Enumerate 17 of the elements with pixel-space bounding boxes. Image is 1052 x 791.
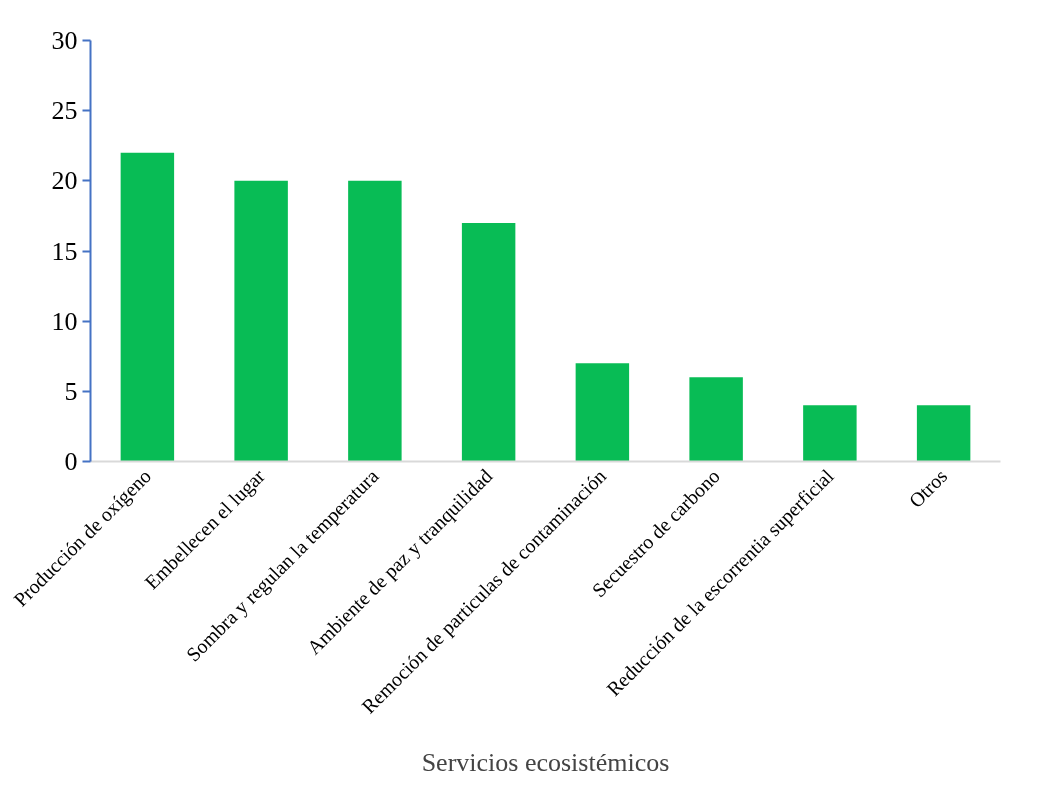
y-tick-label: 20 bbox=[51, 166, 78, 196]
y-tick-label: 15 bbox=[51, 236, 78, 266]
bar bbox=[689, 377, 743, 462]
y-tick-label: 30 bbox=[51, 26, 78, 55]
bar bbox=[916, 405, 971, 462]
x-axis-title: Servicios ecosistémicos bbox=[421, 748, 670, 778]
y-tick-label: 5 bbox=[64, 376, 78, 406]
bar bbox=[461, 222, 516, 462]
y-tick-label: 25 bbox=[51, 96, 78, 126]
bar bbox=[120, 152, 175, 462]
bar bbox=[234, 180, 288, 462]
y-tick-label: 10 bbox=[51, 306, 78, 336]
bar bbox=[575, 363, 630, 462]
bar bbox=[348, 180, 402, 462]
bar bbox=[803, 405, 857, 462]
y-tick-label: 0 bbox=[64, 447, 78, 476]
x-tick-label: Otros bbox=[904, 464, 952, 512]
